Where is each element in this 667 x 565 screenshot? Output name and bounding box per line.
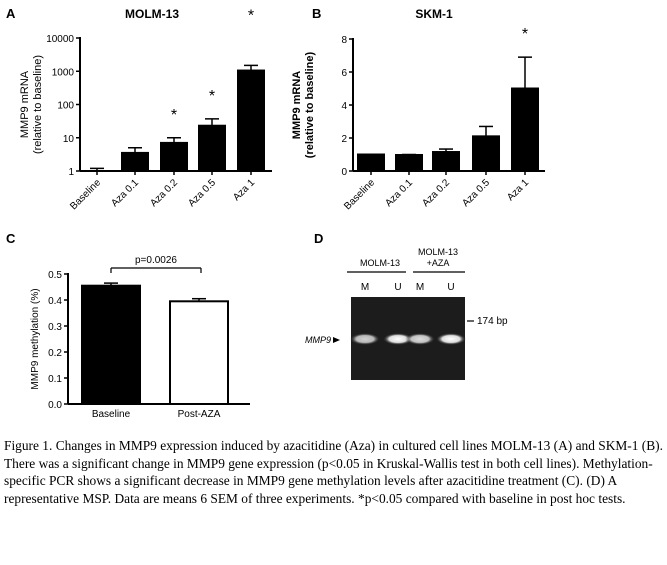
x-tick-label: Aza 1	[231, 177, 257, 203]
y-tick-label: 0	[341, 167, 347, 178]
bar	[395, 153, 423, 172]
y-tick-label: 10000	[46, 34, 74, 45]
x-tick-label: Aza 0.5	[460, 177, 492, 209]
bar	[511, 87, 539, 172]
y-axis-label: (relative to baseline)	[304, 51, 316, 158]
panel-label: C	[6, 231, 16, 246]
y-tick-label: 0.5	[48, 270, 62, 281]
significance-star: *	[171, 107, 177, 124]
gel-band	[436, 333, 466, 345]
y-tick-label: 10	[63, 134, 75, 145]
figure-caption: Figure 1. Changes in MMP9 expression ind…	[4, 438, 663, 506]
chart-title: SKM-1	[415, 7, 453, 21]
p-value-label: p=0.0026	[135, 255, 177, 266]
significance-star: *	[522, 26, 528, 43]
y-tick-label: 8	[341, 35, 347, 46]
x-tick-label: Aza 0.1	[109, 177, 141, 209]
gel-lane-label: U	[447, 282, 454, 293]
bar	[357, 153, 385, 172]
gel-lane-label: M	[361, 282, 369, 293]
arrow-icon	[333, 337, 340, 343]
bar	[472, 135, 500, 173]
y-tick-label: 0.0	[48, 400, 62, 411]
band-label: MMP9	[305, 335, 331, 345]
gel-band	[350, 333, 380, 345]
bar	[121, 151, 149, 173]
y-axis-label: (relative to baseline)	[32, 55, 44, 154]
bar	[198, 124, 226, 172]
marker-label: 174 bp	[477, 316, 508, 327]
bar	[160, 141, 188, 173]
bar	[169, 300, 229, 405]
x-tick-label: Aza 0.5	[186, 177, 218, 209]
y-tick-label: 100	[57, 101, 74, 112]
bar	[237, 69, 265, 172]
y-tick-label: 0.3	[48, 322, 62, 333]
x-tick-label: Baseline	[342, 177, 377, 212]
y-tick-label: 1000	[52, 67, 75, 78]
y-tick-label: 1	[68, 167, 74, 178]
x-tick-label: Baseline	[68, 177, 103, 212]
y-tick-label: 0.1	[48, 374, 62, 385]
y-axis-label: MMP9 mRNA	[291, 71, 303, 140]
x-tick-label: Baseline	[92, 409, 131, 420]
gel-band	[383, 333, 413, 345]
x-tick-label: Aza 1	[505, 177, 531, 203]
panel-label: B	[312, 6, 321, 21]
gel-lane-label: M	[416, 282, 424, 293]
panel-label: A	[6, 6, 16, 21]
gel-group-label: MOLM-13	[418, 247, 458, 257]
x-tick-label: Aza 0.2	[148, 177, 180, 209]
gel-lane-label: U	[394, 282, 401, 293]
x-tick-label: Aza 0.2	[420, 177, 452, 209]
gel-group-label: +AZA	[427, 258, 450, 268]
significance-star: *	[248, 7, 254, 24]
y-tick-label: 4	[341, 101, 347, 112]
y-tick-label: 0.2	[48, 348, 62, 359]
y-tick-label: 2	[341, 134, 347, 145]
panel-label: D	[314, 231, 323, 246]
y-axis-label: MMP9 methylation (%)	[30, 288, 41, 389]
bar	[81, 284, 141, 406]
y-tick-label: 6	[341, 68, 347, 79]
bar	[432, 151, 460, 172]
gel-band	[405, 333, 435, 345]
x-tick-label: Post-AZA	[178, 409, 221, 420]
y-tick-label: 0.4	[48, 296, 62, 307]
significance-star: *	[209, 88, 215, 105]
gel-group-label: MOLM-13	[360, 258, 400, 268]
chart-title: MOLM-13	[125, 7, 179, 21]
y-axis-label: MMP9 mRNA	[19, 70, 31, 138]
x-tick-label: Aza 0.1	[383, 177, 415, 209]
